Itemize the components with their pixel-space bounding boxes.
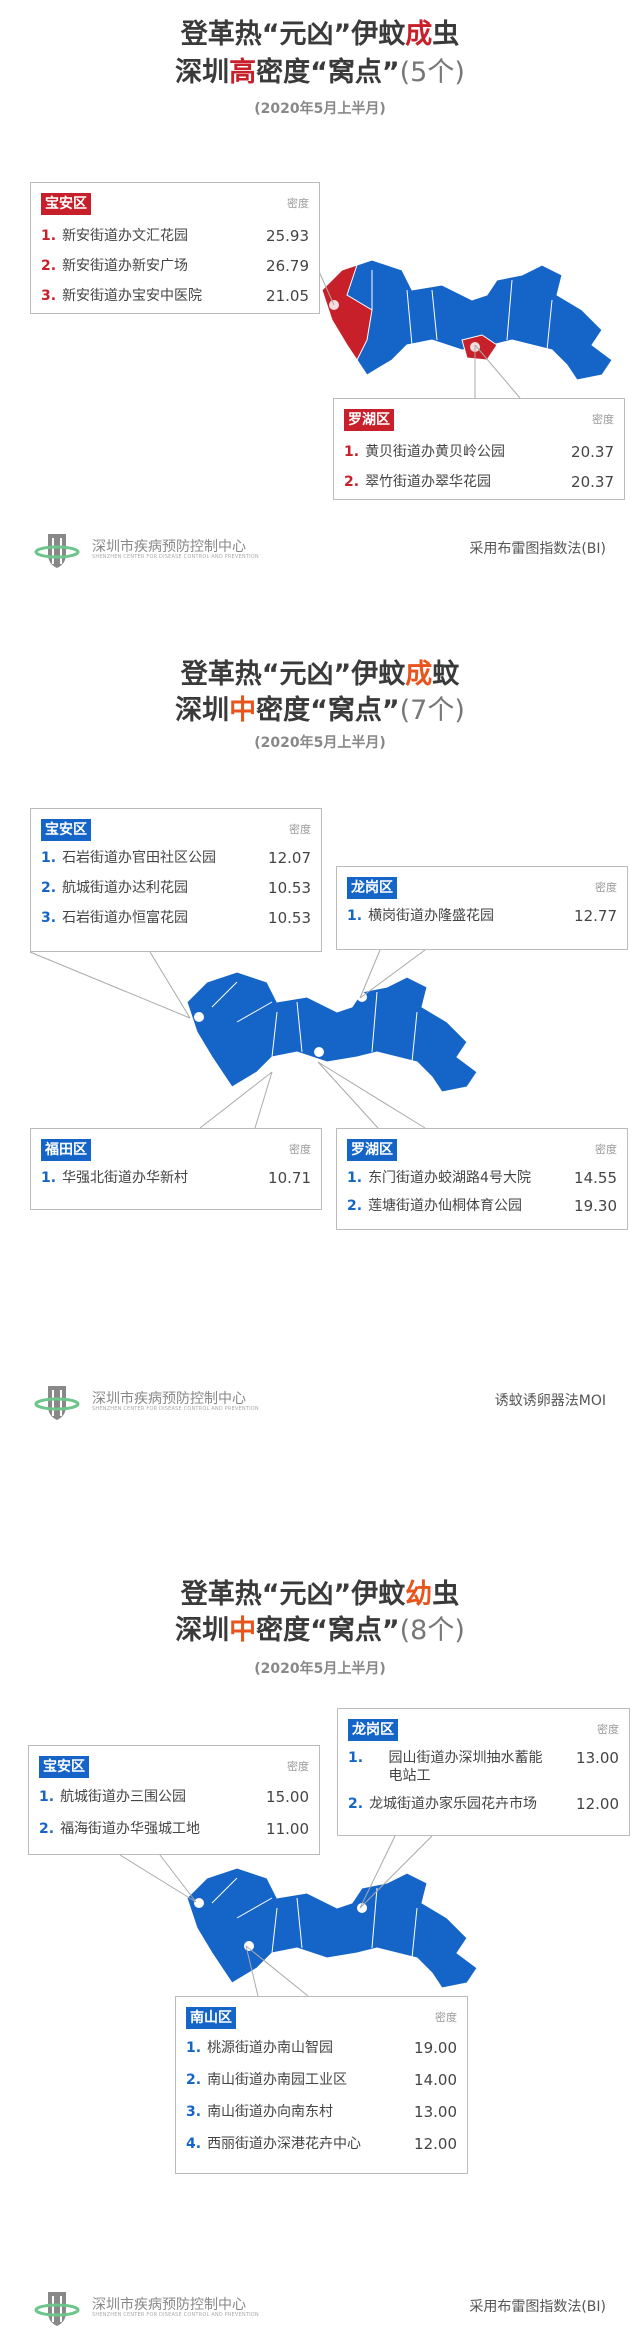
list-item: 3. 南山街道办向南东村 13.00 <box>186 2103 457 2121</box>
section-title-line2: 深圳高密度“窝点”(5个) <box>175 57 465 88</box>
list-item: 2. 龙城街道办家乐园花卉市场 12.00 <box>348 1795 619 1813</box>
list-item: 2. 福海街道办华强城工地 11.00 <box>39 1820 309 1838</box>
district-tag: 宝安区 <box>39 1756 89 1778</box>
district-box-longgang: 龙岗区 密度 1. 横岗街道办隆盛花园 12.77 <box>336 866 628 950</box>
list-item: 1. 新安街道办文汇花园 25.93 <box>41 227 309 245</box>
footer: 深圳市疾病预防控制中心 SHENZHEN CENTER FOR DISEASE … <box>0 1382 640 1422</box>
list-item: 2. 航城街道办达利花园 10.53 <box>41 879 311 897</box>
district-tag: 南山区 <box>186 2007 236 2029</box>
list-item: 2. 翠竹街道办翠华花园 20.37 <box>344 473 614 491</box>
list-item: 1. 桃源街道办南山智园 19.00 <box>186 2039 457 2057</box>
cdc-logo-icon <box>34 534 80 568</box>
density-header: 密度 <box>597 1723 619 1736</box>
shenzhen-map <box>186 971 478 1093</box>
density-header: 密度 <box>595 1143 617 1156</box>
density-header: 密度 <box>595 881 617 894</box>
org-name: 深圳市疾病预防控制中心 <box>92 1391 246 1407</box>
district-tag: 罗湖区 <box>344 409 394 431</box>
section-title-line2: 深圳中密度“窝点”(8个) <box>175 1615 465 1646</box>
org-name-en: SHENZHEN CENTER FOR DISEASE CONTROL AND … <box>92 2312 259 2318</box>
list-item: 1. 黄贝街道办黄贝岭公园 20.37 <box>344 443 614 461</box>
density-header: 密度 <box>435 2011 457 2024</box>
district-box-luohu: 罗湖区 密度 1. 东门街道办蛟湖路4号大院 14.55 2. 莲塘街道办仙桐体育公园… <box>336 1128 628 1230</box>
district-box-nanshan: 南山区 密度 1. 桃源街道办南山智园 19.00 2. 南山街道办南园工业区 14.0… <box>175 1996 468 2174</box>
density-header: 密度 <box>287 1760 309 1773</box>
method-label: 采用布雷图指数法(BI) <box>469 541 606 557</box>
footer: 深圳市疾病预防控制中心 SHENZHEN CENTER FOR DISEASE … <box>0 530 640 570</box>
method-label: 采用布雷图指数法(BI) <box>469 2299 606 2315</box>
cdc-logo-icon <box>34 1386 80 1420</box>
date-label: (2020年5月上半月) <box>254 1661 386 1677</box>
list-item: 3. 石岩街道办恒富花园 10.53 <box>41 909 311 927</box>
section-title-line1: 登革热“元凶”伊蚊成蚊 <box>180 659 460 690</box>
section-title-line2: 深圳中密度“窝点”(7个) <box>175 695 465 726</box>
district-tag: 宝安区 <box>41 819 91 841</box>
org-name: 深圳市疾病预防控制中心 <box>92 539 246 555</box>
list-item: 2. 新安街道办新安广场 26.79 <box>41 257 309 275</box>
list-item: 1. 园山街道办深圳抽水蓄能电站工 13.00 <box>348 1749 619 1784</box>
district-tag: 福田区 <box>41 1139 91 1161</box>
list-item: 1. 石岩街道办官田社区公园 12.07 <box>41 849 311 867</box>
list-item: 3. 新安街道办宝安中医院 21.05 <box>41 287 309 305</box>
district-box-baoan: 宝安区 密度 1. 新安街道办文汇花园 25.93 2. 新安街道办新安广场 26.79… <box>30 182 320 314</box>
org-name-en: SHENZHEN CENTER FOR DISEASE CONTROL AND … <box>92 1406 259 1412</box>
list-item: 4. 西丽街道办深港花卉中心 12.00 <box>186 2135 457 2153</box>
district-box-longgang: 龙岗区 密度 1. 园山街道办深圳抽水蓄能电站工 13.00 2. 龙城街道办家乐园花… <box>337 1708 630 1836</box>
section-title-line1: 登革热“元凶”伊蚊成虫 <box>180 19 460 50</box>
method-label: 诱蚊诱卵器法MOI <box>494 1393 606 1409</box>
section-title-line1: 登革热“元凶”伊蚊幼虫 <box>180 1579 460 1610</box>
org-name-en: SHENZHEN CENTER FOR DISEASE CONTROL AND … <box>92 554 259 560</box>
district-box-baoan: 宝安区 密度 1. 航城街道办三围公园 15.00 2. 福海街道办华强城工地 11.0… <box>28 1745 320 1855</box>
density-header: 密度 <box>289 1143 311 1156</box>
date-label: (2020年5月上半月) <box>254 101 386 117</box>
list-item: 2. 莲塘街道办仙桐体育公园 19.30 <box>347 1197 617 1215</box>
density-header: 密度 <box>289 823 311 836</box>
shenzhen-map <box>321 259 613 381</box>
shenzhen-map <box>186 1867 478 1989</box>
list-item: 1. 东门街道办蛟湖路4号大院 14.55 <box>347 1169 617 1187</box>
district-box-baoan: 宝安区 密度 1. 石岩街道办官田社区公园 12.07 2. 航城街道办达利花园 10.… <box>30 808 322 952</box>
district-tag: 罗湖区 <box>347 1139 397 1161</box>
density-header: 密度 <box>287 197 309 210</box>
district-box-futian: 福田区 密度 1. 华强北街道办华新村 10.71 <box>30 1128 322 1210</box>
list-item: 1. 航城街道办三围公园 15.00 <box>39 1788 309 1806</box>
footer: 深圳市疾病预防控制中心 SHENZHEN CENTER FOR DISEASE … <box>0 2288 640 2328</box>
list-item: 1. 横岗街道办隆盛花园 12.77 <box>347 907 617 925</box>
density-header: 密度 <box>592 413 614 426</box>
date-label: (2020年5月上半月) <box>254 735 386 751</box>
district-tag: 龙岗区 <box>347 877 397 899</box>
district-tag: 龙岗区 <box>348 1719 398 1741</box>
district-tag: 宝安区 <box>41 193 91 215</box>
list-item: 1. 华强北街道办华新村 10.71 <box>41 1169 311 1187</box>
district-box-luohu: 罗湖区 密度 1. 黄贝街道办黄贝岭公园 20.37 2. 翠竹街道办翠华花园 20.3… <box>333 398 625 500</box>
org-name: 深圳市疾病预防控制中心 <box>92 2297 246 2313</box>
section-medium-density-adult: 登革热“元凶”伊蚊成蚊 深圳中密度“窝点”(7个) (2020年5月上半月) 宝… <box>0 640 640 1440</box>
cdc-logo-icon <box>34 2292 80 2326</box>
section-medium-density-larva: 登革热“元凶”伊蚊幼虫 深圳中密度“窝点”(8个) (2020年5月上半月) 宝… <box>0 1540 640 2330</box>
list-item: 2. 南山街道办南园工业区 14.00 <box>186 2071 457 2089</box>
